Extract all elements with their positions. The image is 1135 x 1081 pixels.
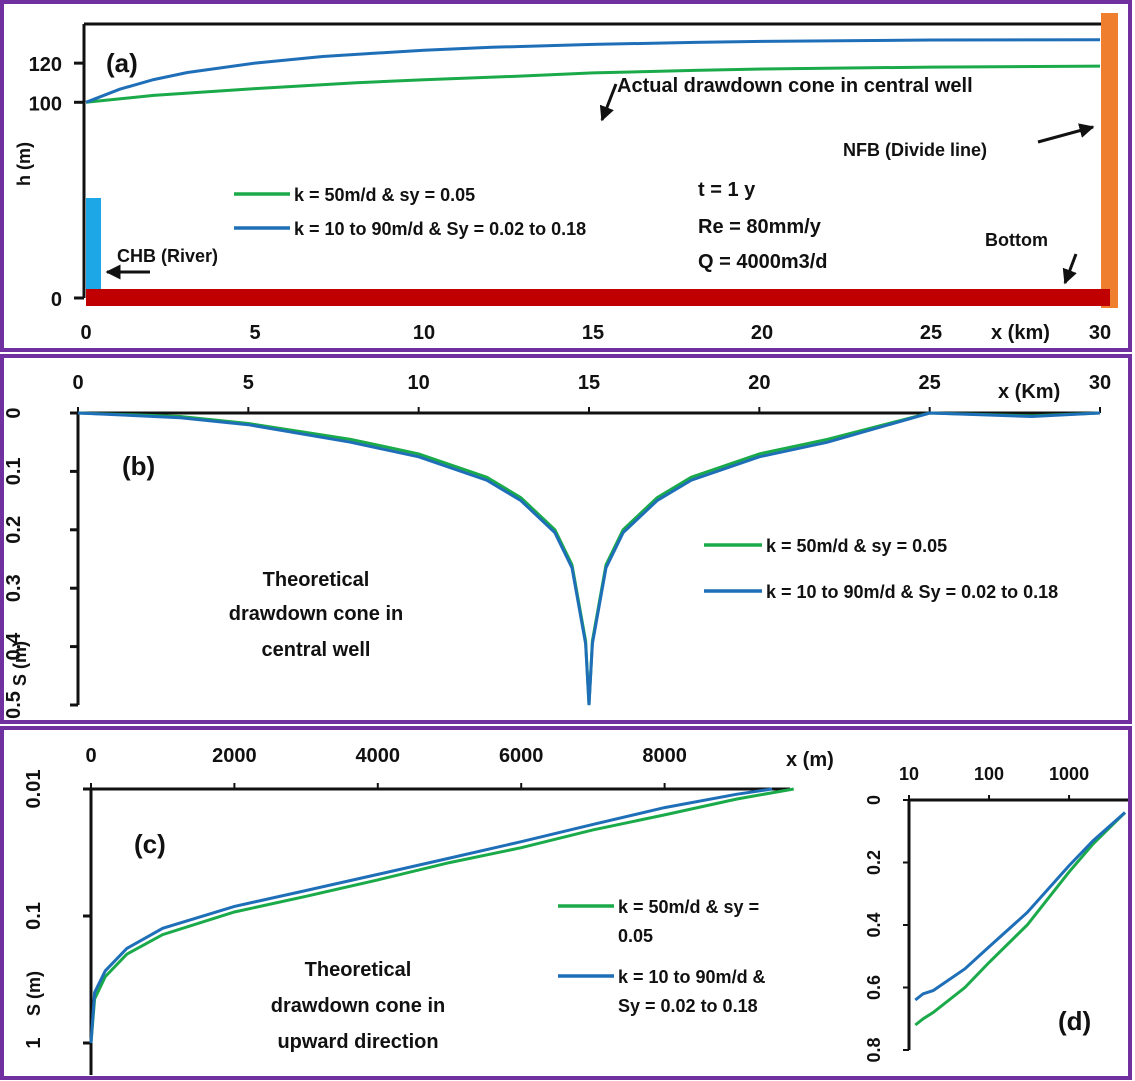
series-a-blue-line [85, 38, 1101, 104]
panel-a-y-axis-label: h (m) [14, 142, 34, 186]
annotation-nfb: NFB (Divide line) [843, 140, 987, 160]
legend-c-blue-label-line2: Sy = 0.02 to 0.18 [618, 996, 758, 1016]
panel-c-y-tick-label: 1 [23, 1037, 45, 1048]
panel-b-x-tick-label: 10 [408, 372, 430, 394]
panel-c-letter: (c) [134, 829, 166, 859]
panel-c: 0 2000 4000 6000 8000 0.01 0.1 1 (c) x (m) S (… [23, 745, 834, 1075]
series-a-green-line [85, 64, 1101, 104]
annotation-time: t = 1 y [698, 179, 756, 201]
legend-c-green-label-line2: 0.05 [618, 926, 653, 946]
panel-b-y-tick-label: 0.5 [3, 691, 25, 719]
annotation-bottom: Bottom [985, 230, 1048, 250]
panel-a-x-tick-label: 10 [413, 322, 435, 344]
series-d-blue-line [914, 811, 1126, 1002]
panel-c-y-axis-label: S (m) [24, 971, 44, 1016]
panel-a-x-tick-label: 20 [751, 322, 773, 344]
panel-b-x-tick-label: 30 [1089, 372, 1111, 394]
panel-d-y-tick-label: 0.8 [864, 1037, 884, 1062]
panel-c-title-line1: Theoretical [305, 959, 412, 981]
panel-d-y-tick-label: 0.4 [864, 912, 884, 937]
panel-b-x-tick-label: 0 [72, 372, 83, 394]
arrow-nfb [1037, 123, 1095, 144]
aquifer-bottom [86, 289, 1110, 306]
legend-a-blue-label: k = 10 to 90m/d & Sy = 0.02 to 0.18 [294, 219, 586, 239]
series-d-green-line [914, 811, 1127, 1027]
panel-c-x-tick-label: 4000 [356, 745, 401, 767]
panel-c-frame [0, 726, 1132, 1080]
panel-b-y-tick-label: 0.2 [3, 516, 25, 544]
series-b-green-line [77, 411, 1101, 706]
panel-c-x-tick-label: 6000 [499, 745, 544, 767]
panel-a-letter: (a) [106, 48, 138, 78]
nfb-boundary [1101, 13, 1118, 308]
panel-b-y-tick-label: 0.3 [3, 574, 25, 602]
panel-c-y-tick-label: 0.1 [23, 902, 45, 930]
panel-c-legend: k = 50m/d & sy = 0.05 k = 10 to 90m/d & … [558, 897, 766, 1016]
annotation-actual-cone: Actual drawdown cone in central well [617, 75, 973, 97]
panel-b-y-tick-label: 0.1 [3, 457, 25, 485]
panel-b-x-tick-label: 25 [919, 372, 941, 394]
legend-a-green-label: k = 50m/d & sy = 0.05 [294, 185, 475, 205]
panel-b-title-line3: central well [262, 639, 371, 661]
panel-b-y-tick-label: 0.4 [3, 632, 25, 661]
panel-d-x-tick-label: 10 [899, 764, 919, 784]
panel-c-title-line3: upward direction [277, 1031, 438, 1053]
panel-d-x-tick-label: 1000 [1049, 764, 1089, 784]
panel-d-y-tick-label: 0.2 [864, 850, 884, 875]
panel-c-x-tick-label: 0 [85, 745, 96, 767]
panel-a-x-tick-label: 30 [1089, 322, 1111, 344]
series-c-green-line [89, 787, 794, 1044]
panel-b-x-tick-label: 5 [243, 372, 254, 394]
arrow-bottom [1062, 253, 1078, 285]
annotation-chb: CHB (River) [117, 246, 218, 266]
panel-b-frame [0, 354, 1132, 724]
panel-a-x-tick-label: 5 [249, 322, 260, 344]
panel-a-legend: k = 50m/d & sy = 0.05 k = 10 to 90m/d & … [234, 185, 586, 239]
panel-c-x-axis-label: x (m) [786, 749, 834, 771]
panel-b-letter: (b) [122, 451, 155, 481]
panel-a-y-tick-label: 100 [29, 93, 62, 115]
panel-c-x-tick-label: 2000 [212, 745, 257, 767]
series-c-blue-line [89, 787, 773, 1044]
panel-a-x-axis-label: x (km) [991, 322, 1050, 344]
panel-d-y-tick-label: 0.6 [864, 975, 884, 1000]
legend-c-blue-label-line1: k = 10 to 90m/d & [618, 967, 766, 987]
panel-a-y-tick-label: 0 [51, 289, 62, 311]
panel-b-title-line2: drawdown cone in [229, 603, 403, 625]
panel-a-x-tick-label: 25 [920, 322, 942, 344]
panel-b-y-tick-label: 0 [3, 407, 25, 418]
panel-b: 0 5 10 15 20 25 30 0 0.1 0.2 0.3 0.4 0.5 (b) x (Km)… [3, 372, 1111, 719]
panel-d: 10 100 1000 0 0.2 0.4 0.6 0.8 (d) [864, 764, 1128, 1063]
panel-d-letter: (d) [1058, 1006, 1091, 1036]
panel-a-y-tick-label: 120 [29, 54, 62, 76]
panel-a-frame [0, 0, 1132, 352]
panel-b-legend: k = 50m/d & sy = 0.05 k = 10 to 90m/d & … [704, 536, 1058, 602]
panel-b-x-axis-label: x (Km) [998, 381, 1060, 403]
panel-b-title-line1: Theoretical [263, 569, 370, 591]
panel-b-y-axis-label: S (m) [10, 641, 30, 686]
panel-c-y-tick-label: 0.01 [23, 770, 45, 809]
legend-b-green-label: k = 50m/d & sy = 0.05 [766, 536, 947, 556]
annotation-recharge: Re = 80mm/y [698, 216, 822, 238]
panel-a: 0 100 120 0 5 10 15 20 25 30 (a) h (m) x (km) Ac… [14, 13, 1118, 344]
legend-c-green-label-line1: k = 50m/d & sy = [618, 897, 759, 917]
legend-b-blue-label: k = 10 to 90m/d & Sy = 0.02 to 0.18 [766, 582, 1058, 602]
panel-a-x-tick-label: 0 [80, 322, 91, 344]
panel-d-y-tick-label: 0 [864, 795, 884, 805]
panel-c-title-line2: drawdown cone in [271, 995, 445, 1017]
panel-a-x-tick-label: 15 [582, 322, 604, 344]
series-b-blue-line [77, 411, 1101, 706]
chb-river [86, 198, 101, 290]
annotation-pumping: Q = 4000m3/d [698, 251, 828, 273]
panel-d-x-tick-label: 100 [974, 764, 1004, 784]
panel-c-x-tick-label: 8000 [642, 745, 687, 767]
panel-b-x-tick-label: 20 [748, 372, 770, 394]
arrow-actual-cone [599, 83, 618, 122]
panel-b-x-tick-label: 15 [578, 372, 600, 394]
